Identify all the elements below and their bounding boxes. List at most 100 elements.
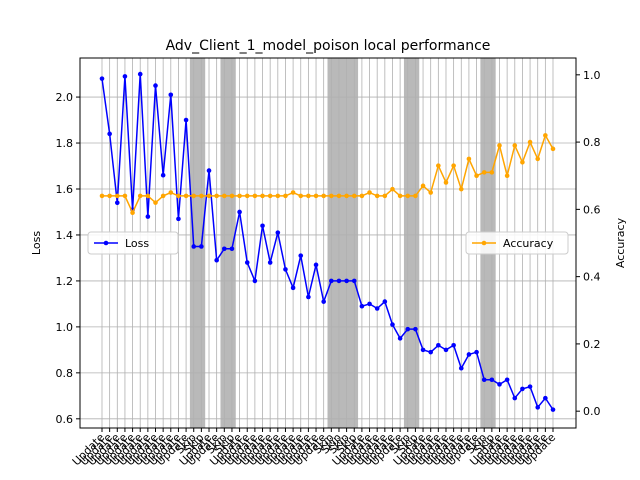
point [153,83,158,88]
point [382,299,388,304]
legend-box [87,231,179,255]
point [367,190,372,195]
point [451,163,456,168]
point [191,244,197,249]
point [214,193,219,199]
y-axis-label: Loss [30,231,43,255]
point [160,172,166,178]
point [275,230,281,235]
y-tick-label: 1.8 [56,137,74,150]
point [504,173,510,179]
point [183,117,189,123]
point [344,193,349,199]
point [535,156,541,162]
point [397,193,403,199]
point [351,278,357,284]
legend-marker [481,240,487,246]
point [306,193,311,199]
point [481,170,487,175]
point [244,260,250,265]
point [237,209,242,215]
point [260,193,265,199]
point [214,257,219,263]
point [436,342,441,348]
y2-tick-label: 0.6 [583,203,601,216]
point [260,223,265,229]
y2-axis-label: Accuracy [614,217,627,268]
point [359,303,365,309]
point [374,193,380,199]
point [543,395,548,401]
point [176,193,181,199]
point [458,186,464,192]
point [122,74,128,79]
point [458,365,464,371]
point [321,193,326,199]
series-line [101,74,554,411]
chart-title: Adv_Client_1_model_poison local performa… [166,38,491,54]
point [512,395,518,401]
point [176,216,181,222]
point [145,193,151,199]
point [168,92,174,98]
point [497,382,502,387]
point [99,193,105,199]
point [390,322,395,327]
point [329,193,334,199]
point [527,139,533,145]
point [183,193,189,199]
point [244,193,250,199]
point [489,170,495,175]
point [206,193,212,199]
point [145,214,151,219]
point [390,186,395,192]
point [520,159,525,165]
point [160,193,166,199]
point [466,352,472,357]
point [153,200,158,205]
point [520,386,525,392]
point [436,163,441,168]
y2-tick-label: 0.8 [583,136,601,149]
point [290,190,296,195]
y2-tick-label: 0.2 [583,338,601,351]
point [550,146,556,152]
point [405,193,411,199]
point [229,193,235,199]
point [428,349,433,355]
legend: Accuracy [465,231,569,255]
point [497,143,502,148]
point [535,405,541,410]
point [543,133,548,138]
point [405,326,411,332]
y-tick-label: 0.6 [56,413,74,426]
point [99,76,105,81]
point [474,173,479,179]
y-tick-label: 1.4 [56,229,74,242]
point [252,193,258,199]
point [420,347,426,353]
y2-tick-label: 0.0 [583,405,601,418]
point [313,262,319,268]
point [222,246,227,252]
point [199,244,204,249]
point [267,193,273,199]
point [321,299,326,304]
point [306,294,311,300]
point [512,143,518,148]
point [474,349,479,355]
point [267,260,273,265]
point [283,193,288,199]
point [336,278,342,284]
point [237,193,242,199]
point [550,407,556,412]
y2-tick-label: 1.0 [583,69,601,82]
point [137,71,143,77]
point [191,193,197,199]
point [367,301,372,307]
point [199,193,204,199]
point [451,342,456,348]
legend-label: Loss [125,237,149,250]
skip-span [327,58,359,428]
